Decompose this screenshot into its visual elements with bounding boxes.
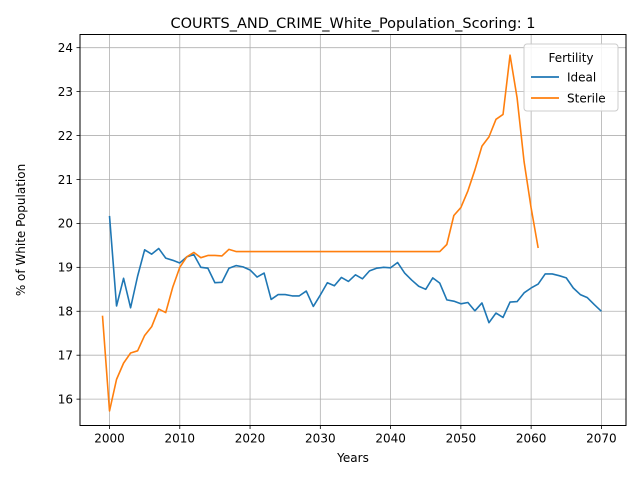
x-tick-label: 2000 [94, 432, 125, 446]
y-tick-label: 22 [58, 129, 73, 143]
series-layer [101, 54, 602, 412]
x-tick-label: 2070 [586, 432, 617, 446]
series-line-ideal [108, 215, 602, 324]
series-line-sterile [101, 54, 539, 412]
x-axis-label: Years [336, 451, 369, 465]
x-tick-label: 2060 [516, 432, 547, 446]
y-axis: 16 17 18 19 20 21 22 23 24 [58, 41, 80, 406]
plot-frame [79, 34, 627, 426]
legend-box [523, 43, 619, 112]
legend-label-sterile: Sterile [567, 92, 606, 106]
y-tick-label: 16 [58, 392, 73, 406]
y-tick-label: 23 [58, 85, 73, 99]
chart-title: COURTS_AND_CRIME_White_Population_Scorin… [170, 16, 535, 32]
x-tick-label: 2030 [305, 432, 336, 446]
x-tick-label: 2020 [235, 432, 266, 446]
x-tick-label: 2040 [375, 432, 406, 446]
legend: Fertility Ideal Sterile [523, 43, 619, 112]
x-axis: 2000 2010 2020 2030 2040 2050 2060 2070 [94, 425, 617, 446]
x-tick-label: 2050 [446, 432, 477, 446]
y-tick-label: 17 [58, 349, 73, 363]
legend-label-ideal: Ideal [567, 71, 596, 85]
legend-title: Fertility [548, 51, 593, 65]
y-tick-label: 21 [58, 173, 73, 187]
y-axis-label: % of White Population [14, 164, 28, 296]
x-tick-label: 2010 [165, 432, 196, 446]
y-tick-label: 20 [58, 217, 73, 231]
y-tick-label: 18 [58, 305, 73, 319]
y-tick-label: 19 [58, 261, 73, 275]
y-tick-label: 24 [58, 41, 73, 55]
